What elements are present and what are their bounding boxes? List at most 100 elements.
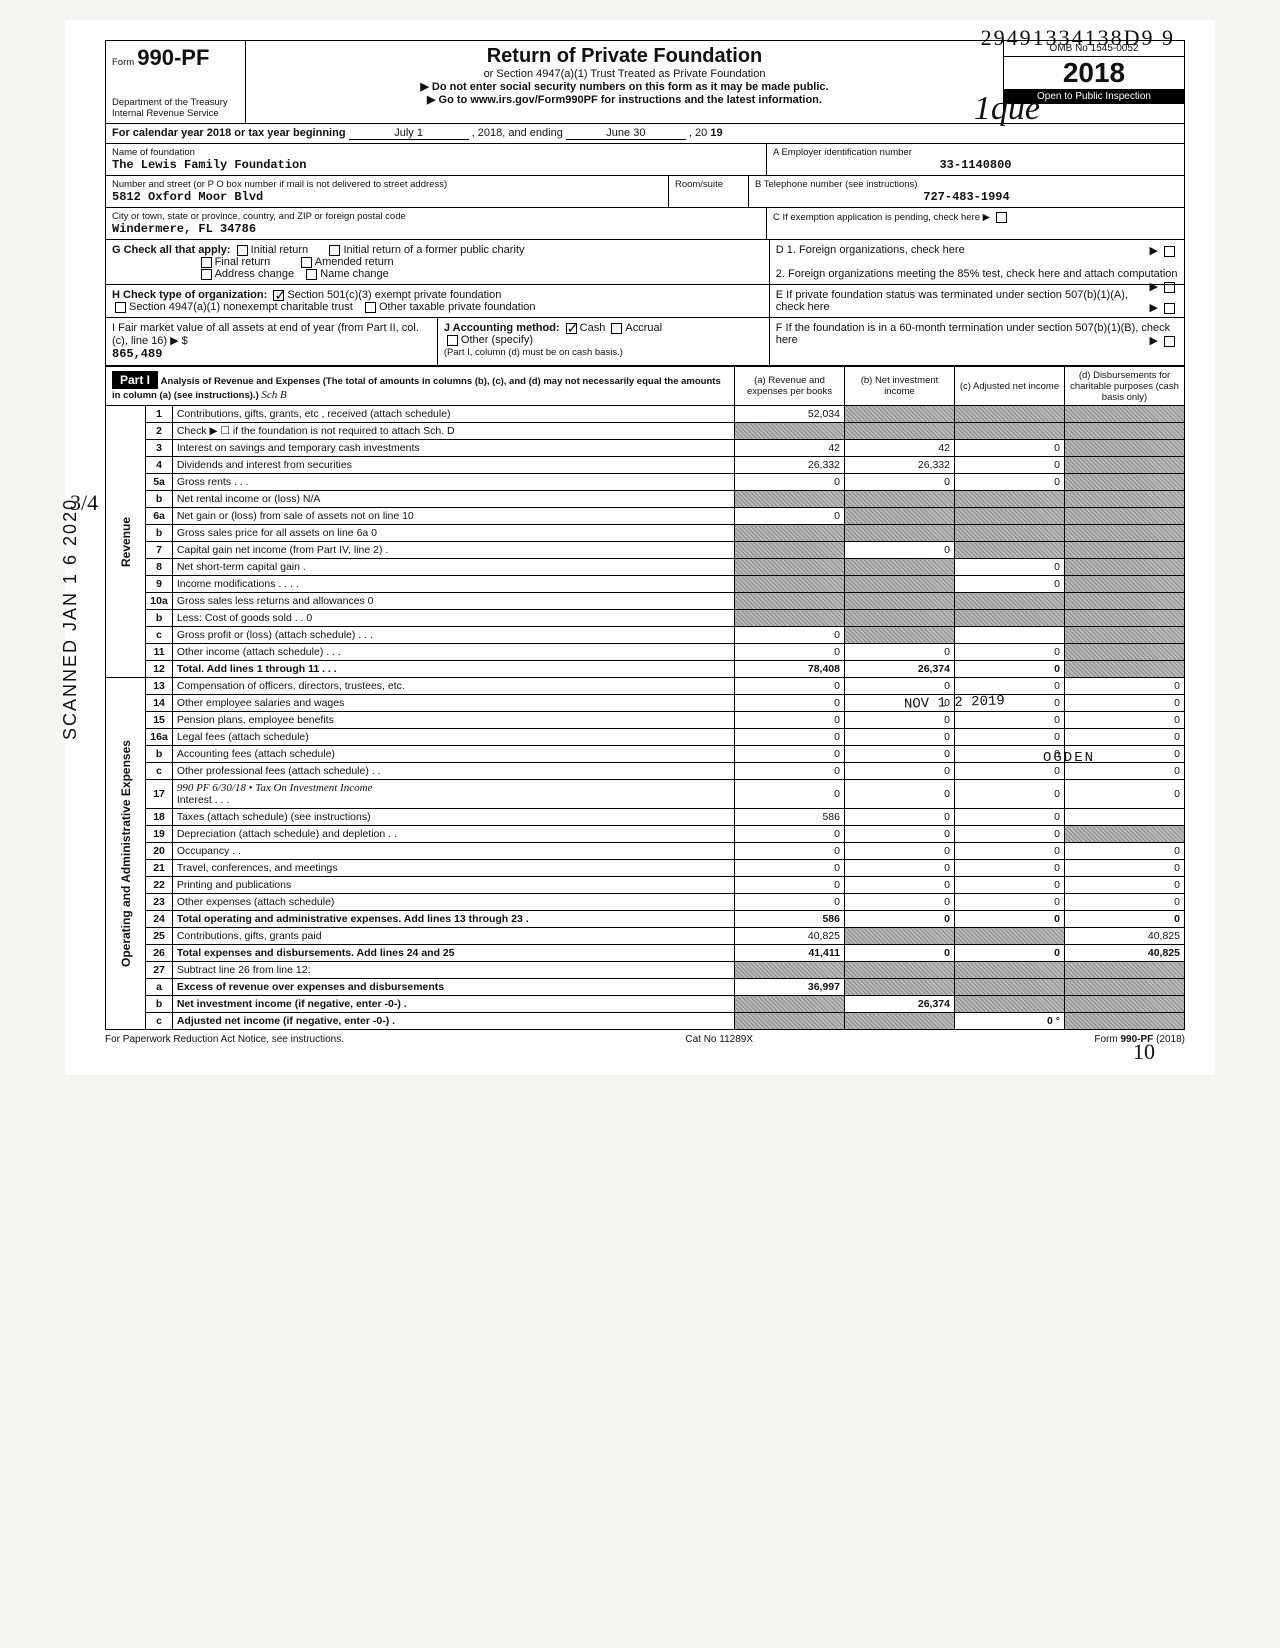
line-desc: Excess of revenue over expenses and disb… <box>172 979 734 996</box>
line-number: 16a <box>146 729 173 746</box>
cell-col-a: 0 <box>735 678 845 695</box>
h-chk-other[interactable] <box>365 302 376 313</box>
line-desc: Contributions, gifts, grants, etc , rece… <box>172 406 734 423</box>
d1-checkbox[interactable] <box>1164 246 1175 257</box>
cell-col-b: 0 <box>845 894 955 911</box>
line-number: 3 <box>146 440 173 457</box>
h-chk-501c3[interactable] <box>273 290 284 301</box>
cell-col-d <box>1065 525 1185 542</box>
cell-col-c: 0 <box>955 911 1065 928</box>
g-chk-initial-former[interactable] <box>329 245 340 256</box>
e-label: E If private foundation status was termi… <box>776 289 1128 313</box>
hand-schb: Sch B <box>261 389 286 401</box>
cell-col-b <box>845 576 955 593</box>
line-desc: Contributions, gifts, grants paid <box>172 928 734 945</box>
g-chk-addrchg[interactable] <box>201 269 212 280</box>
table-row: cOther professional fees (attach schedul… <box>106 763 1185 780</box>
line-desc: Net short-term capital gain . <box>172 559 734 576</box>
g-chk-amended[interactable] <box>301 257 312 268</box>
g-opt-0: Initial return <box>251 244 308 256</box>
table-row: 23Other expenses (attach schedule)0000 <box>106 894 1185 911</box>
cell-col-c <box>955 508 1065 525</box>
cell-col-c: 0 <box>955 644 1065 661</box>
cell-col-d: 40,825 <box>1065 928 1185 945</box>
i-value: 865,489 <box>112 347 162 361</box>
j-chk-other[interactable] <box>447 335 458 346</box>
phone-value: 727-483-1994 <box>755 190 1178 204</box>
g-opt-3: Initial return of a former public charit… <box>343 244 524 256</box>
period-endyr-prefix: , 20 <box>689 127 707 139</box>
cell-col-c: 0 <box>955 780 1065 809</box>
cell-col-c: 0 <box>955 576 1065 593</box>
form-prefix: Form <box>112 57 134 68</box>
line-desc: Travel, conferences, and meetings <box>172 860 734 877</box>
cell-col-c: 0 <box>955 678 1065 695</box>
cell-col-b: 26,374 <box>845 996 955 1013</box>
e-checkbox[interactable] <box>1164 303 1175 314</box>
cell-col-a <box>735 576 845 593</box>
line-desc: Total. Add lines 1 through 11 . . . <box>172 661 734 678</box>
table-row: 27Subtract line 26 from line 12: <box>106 962 1185 979</box>
irs-label: Internal Revenue Service <box>112 108 239 119</box>
cell-col-b: 26,332 <box>845 457 955 474</box>
line-desc: Taxes (attach schedule) (see instruction… <box>172 809 734 826</box>
table-row: Operating and Administrative Expenses13C… <box>106 678 1185 695</box>
cell-col-d <box>1065 826 1185 843</box>
d2-label: 2. Foreign organizations meeting the 85%… <box>776 268 1178 280</box>
line-desc: Net investment income (if negative, ente… <box>172 996 734 1013</box>
j-chk-cash[interactable] <box>566 323 577 334</box>
line-number: b <box>146 525 173 542</box>
cell-col-d: 0 <box>1065 860 1185 877</box>
line-desc: Gross rents . . . <box>172 474 734 491</box>
h-chk-4947[interactable] <box>115 302 126 313</box>
line-number: 4 <box>146 457 173 474</box>
cell-col-a: 78,408 <box>735 661 845 678</box>
form-title: Return of Private Foundation <box>252 45 997 68</box>
table-row: bNet rental income or (loss) N/A <box>106 491 1185 508</box>
line-number: b <box>146 610 173 627</box>
line-desc: Interest on savings and temporary cash i… <box>172 440 734 457</box>
line-number: 2 <box>146 423 173 440</box>
line-desc: Gross sales less returns and allowances … <box>172 593 734 610</box>
d2-checkbox[interactable] <box>1164 282 1175 293</box>
cell-col-d <box>1065 996 1185 1013</box>
cell-col-d <box>1065 661 1185 678</box>
cell-col-c: 0 <box>955 729 1065 746</box>
cell-col-c: 0 <box>955 894 1065 911</box>
table-row: 15Pension plans, employee benefits0000 <box>106 712 1185 729</box>
table-row: bAccounting fees (attach schedule)0000 <box>106 746 1185 763</box>
cell-col-b <box>845 525 955 542</box>
cell-col-b <box>845 559 955 576</box>
cell-col-b: 0 <box>845 809 955 826</box>
table-row: 17990 PF 6/30/18 • Tax On Investment Inc… <box>106 780 1185 809</box>
line-number: 18 <box>146 809 173 826</box>
line-number: 8 <box>146 559 173 576</box>
g-chk-initial[interactable] <box>237 245 248 256</box>
cell-col-a: 0 <box>735 877 845 894</box>
cell-col-b: 0 <box>845 712 955 729</box>
cell-col-b: 26,374 <box>845 661 955 678</box>
cell-col-d: 40,825 <box>1065 945 1185 962</box>
table-row: 14Other employee salaries and wages0000 <box>106 695 1185 712</box>
period-end: June 30 <box>566 127 686 140</box>
pending-checkbox[interactable] <box>996 212 1007 223</box>
g-chk-final[interactable] <box>201 257 212 268</box>
line-number: 7 <box>146 542 173 559</box>
cell-col-b <box>845 627 955 644</box>
cell-col-a <box>735 996 845 1013</box>
cell-col-d <box>1065 644 1185 661</box>
j-chk-accrual[interactable] <box>611 323 622 334</box>
cell-col-a <box>735 559 845 576</box>
cell-col-b <box>845 610 955 627</box>
line-desc: Adjusted net income (if negative, enter … <box>172 1013 734 1030</box>
line-number: 26 <box>146 945 173 962</box>
cell-col-b: 0 <box>845 877 955 894</box>
cell-col-c <box>955 928 1065 945</box>
g-chk-namechg[interactable] <box>306 269 317 280</box>
f-checkbox[interactable] <box>1164 336 1175 347</box>
cell-col-d <box>1065 979 1185 996</box>
scanned-stamp: SCANNED JAN 1 6 2020 <box>60 498 81 740</box>
page-number-hand: 10 <box>1133 1039 1155 1065</box>
cell-col-a: 0 <box>735 763 845 780</box>
ein-label: A Employer identification number <box>773 147 1178 158</box>
